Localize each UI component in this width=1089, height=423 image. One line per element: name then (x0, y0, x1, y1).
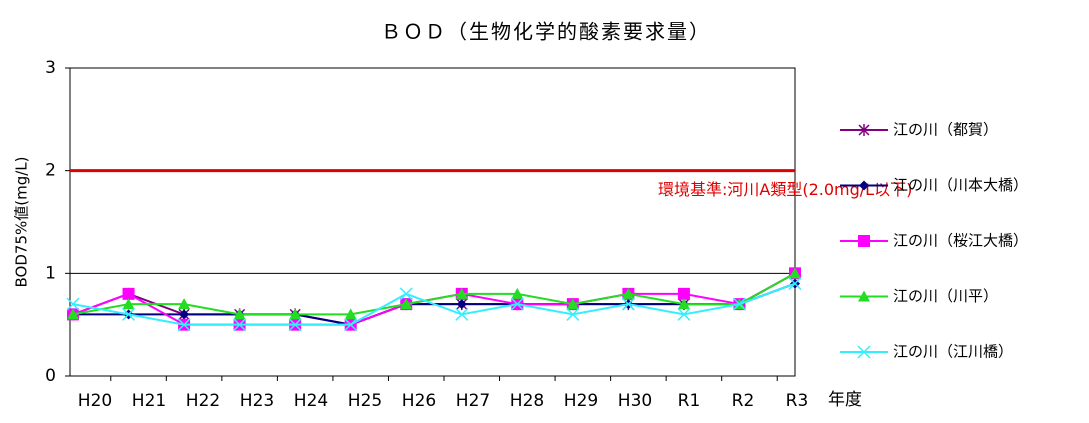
marker (456, 299, 467, 310)
marker (178, 298, 191, 310)
marker (677, 287, 690, 300)
marker (566, 307, 580, 321)
marker (858, 124, 870, 136)
x-tick-label: H27 (456, 391, 490, 411)
marker (122, 287, 135, 300)
marker (67, 308, 79, 320)
x-tick-label: H29 (564, 391, 598, 411)
standard-label: 環境基準:河川A類型(2.0mg/L以下) (658, 180, 912, 199)
marker (177, 318, 191, 332)
marker (566, 298, 579, 310)
marker (677, 298, 690, 310)
x-tick-label: H20 (78, 391, 112, 411)
marker (788, 277, 802, 291)
marker (400, 298, 413, 310)
x-tick-label: H21 (132, 391, 166, 411)
marker (677, 307, 691, 321)
marker (233, 308, 246, 320)
y-axis-label: BOD75%値(mg/L) (13, 157, 31, 288)
x-tick-label: H28 (510, 391, 544, 411)
y-tick-label: 3 (45, 58, 56, 78)
marker (789, 267, 801, 279)
x-tick-label: H30 (618, 391, 652, 411)
marker (233, 318, 247, 332)
marker (858, 290, 870, 302)
marker (732, 297, 746, 311)
marker (511, 287, 524, 299)
y-tick-label: 1 (45, 263, 56, 283)
x-tick-label: H25 (348, 391, 382, 411)
y-tick-label: 2 (45, 161, 56, 181)
marker (858, 235, 870, 247)
marker (859, 180, 869, 191)
legend-label: 江の川（川本大橋） (893, 176, 1028, 194)
marker (622, 287, 635, 299)
x-tick-label: R2 (732, 391, 755, 411)
x-tick-label: R1 (678, 391, 701, 411)
legend-label: 江の川（川平） (893, 287, 998, 305)
series-line (72, 282, 796, 326)
marker (289, 308, 302, 320)
legend-label: 江の川（江川橋） (893, 343, 1013, 361)
x-tick-label: R3 (786, 391, 809, 411)
marker (399, 287, 413, 301)
marker (344, 308, 357, 320)
marker (344, 318, 358, 332)
y-tick-label: 0 (45, 366, 56, 386)
marker (122, 298, 135, 310)
marker (288, 318, 302, 332)
marker (66, 297, 80, 311)
marker (455, 287, 468, 299)
series-line (72, 272, 796, 316)
marker (179, 309, 190, 320)
x-tick-label: H24 (294, 391, 328, 411)
marker (122, 307, 136, 321)
x-tick-label: H26 (402, 391, 436, 411)
marker (621, 297, 635, 311)
x-tick-label: H23 (240, 391, 274, 411)
x-axis-label: 年度 (828, 390, 862, 410)
marker (857, 345, 871, 359)
legend-label: 江の川（桜江大橋） (893, 232, 1028, 250)
marker (455, 307, 469, 321)
marker (510, 297, 524, 311)
legend-label: 江の川（都賀） (893, 121, 998, 139)
chart-title: ＢＯＤ（生物化学的酸素要求量） (381, 20, 711, 44)
x-tick-label: H22 (186, 391, 220, 411)
